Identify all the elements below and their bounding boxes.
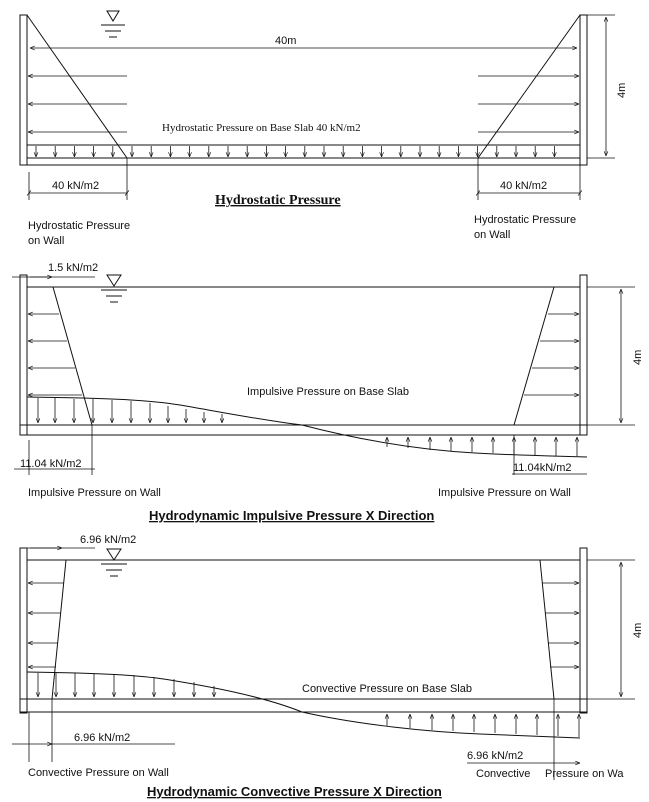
right-value-label: 6.96 kN/m2 — [467, 750, 523, 762]
top-value-dimension: 6.96 kN/m2 — [27, 534, 136, 548]
right-pressure-trapezoid — [513, 286, 579, 426]
right-value-dimension: 40 kN/m2 — [475, 158, 583, 200]
water-level-icon — [101, 10, 125, 38]
impulsive-panel: 1.5 kN/m2 Impulsive Pressure on Base Sla… — [12, 262, 644, 523]
panel-title: Hydrodynamic Impulsive Pressure X Direct… — [149, 508, 434, 523]
base-pressure-curve-up — [301, 711, 580, 739]
base-pressure-curve-up — [301, 424, 588, 458]
right-wall-label: Impulsive Pressure on Wall — [438, 487, 571, 499]
height-label: 4m — [616, 83, 628, 98]
right-wall-label-1: Convective — [476, 768, 530, 780]
left-value-label: 11.04 kN/m2 — [20, 458, 82, 470]
hydrostatic-panel: 40m Hydrostatic Pressure on Base Slab 40… — [19, 10, 628, 247]
convective-panel: 6.96 kN/m2 Convective Pressure on Base S… — [12, 534, 644, 799]
panel-title: Hydrodynamic Convective Pressure X Direc… — [147, 784, 442, 799]
left-wall-label-2: on Wall — [28, 235, 64, 247]
height-label: 4m — [632, 623, 644, 638]
right-wall-label-2: Pressure on Wa — [545, 768, 624, 780]
left-wall-label: Impulsive Pressure on Wall — [28, 487, 161, 499]
right-wall-label-1: Hydrostatic Pressure — [474, 214, 576, 226]
right-pressure-trapezoid — [539, 559, 579, 700]
base-pressure-label: Convective Pressure on Base Slab — [302, 683, 472, 695]
left-pressure-triangle — [26, 14, 128, 159]
left-value-dimension: 40 kN/m2 — [26, 158, 130, 200]
left-wall-label: Convective Pressure on Wall — [28, 767, 169, 779]
height-dimension: 4m — [587, 14, 628, 159]
top-value-label: 6.96 kN/m2 — [80, 534, 136, 546]
left-value-dimension: 6.96 kN/m2 — [12, 699, 175, 762]
left-pressure-trapezoid — [28, 286, 93, 426]
tank-outline — [19, 274, 588, 436]
right-value-dimension: 11.04kN/m2 — [512, 435, 587, 475]
tank-outline — [19, 14, 588, 166]
right-value-label: 11.04kN/m2 — [513, 462, 572, 474]
span-label: 40m — [275, 35, 296, 47]
right-value-dimension: 6.96 kN/m2 — [467, 699, 580, 780]
right-pressure-triangle — [477, 14, 581, 159]
height-label: 4m — [632, 350, 644, 365]
top-value-label: 1.5 kN/m2 — [48, 262, 98, 274]
left-pressure-trapezoid — [28, 559, 67, 700]
top-value-dimension: 1.5 kN/m2 — [12, 262, 98, 277]
water-level-icon — [101, 274, 127, 303]
base-pressure-curve-down — [26, 671, 303, 713]
height-dimension: 4m — [587, 286, 644, 426]
base-pressure-label: Impulsive Pressure on Base Slab — [247, 386, 409, 398]
panel-title: Hydrostatic Pressure — [215, 193, 341, 208]
left-wall-label-1: Hydrostatic Pressure — [28, 220, 130, 232]
right-value-label: 40 kN/m2 — [500, 180, 547, 192]
left-value-label: 40 kN/m2 — [52, 180, 99, 192]
right-wall-label-2: on Wall — [474, 229, 510, 241]
height-dimension: 4m — [587, 559, 644, 700]
left-value-dimension: 11.04 kN/m2 — [14, 425, 95, 475]
base-pressure-curve-down — [26, 396, 303, 426]
base-pressure-arrows — [36, 146, 554, 157]
water-level-icon — [101, 548, 127, 577]
left-value-label: 6.96 kN/m2 — [74, 732, 130, 744]
base-pressure-label: Hydrostatic Pressure on Base Slab 40 kN/… — [162, 122, 361, 134]
